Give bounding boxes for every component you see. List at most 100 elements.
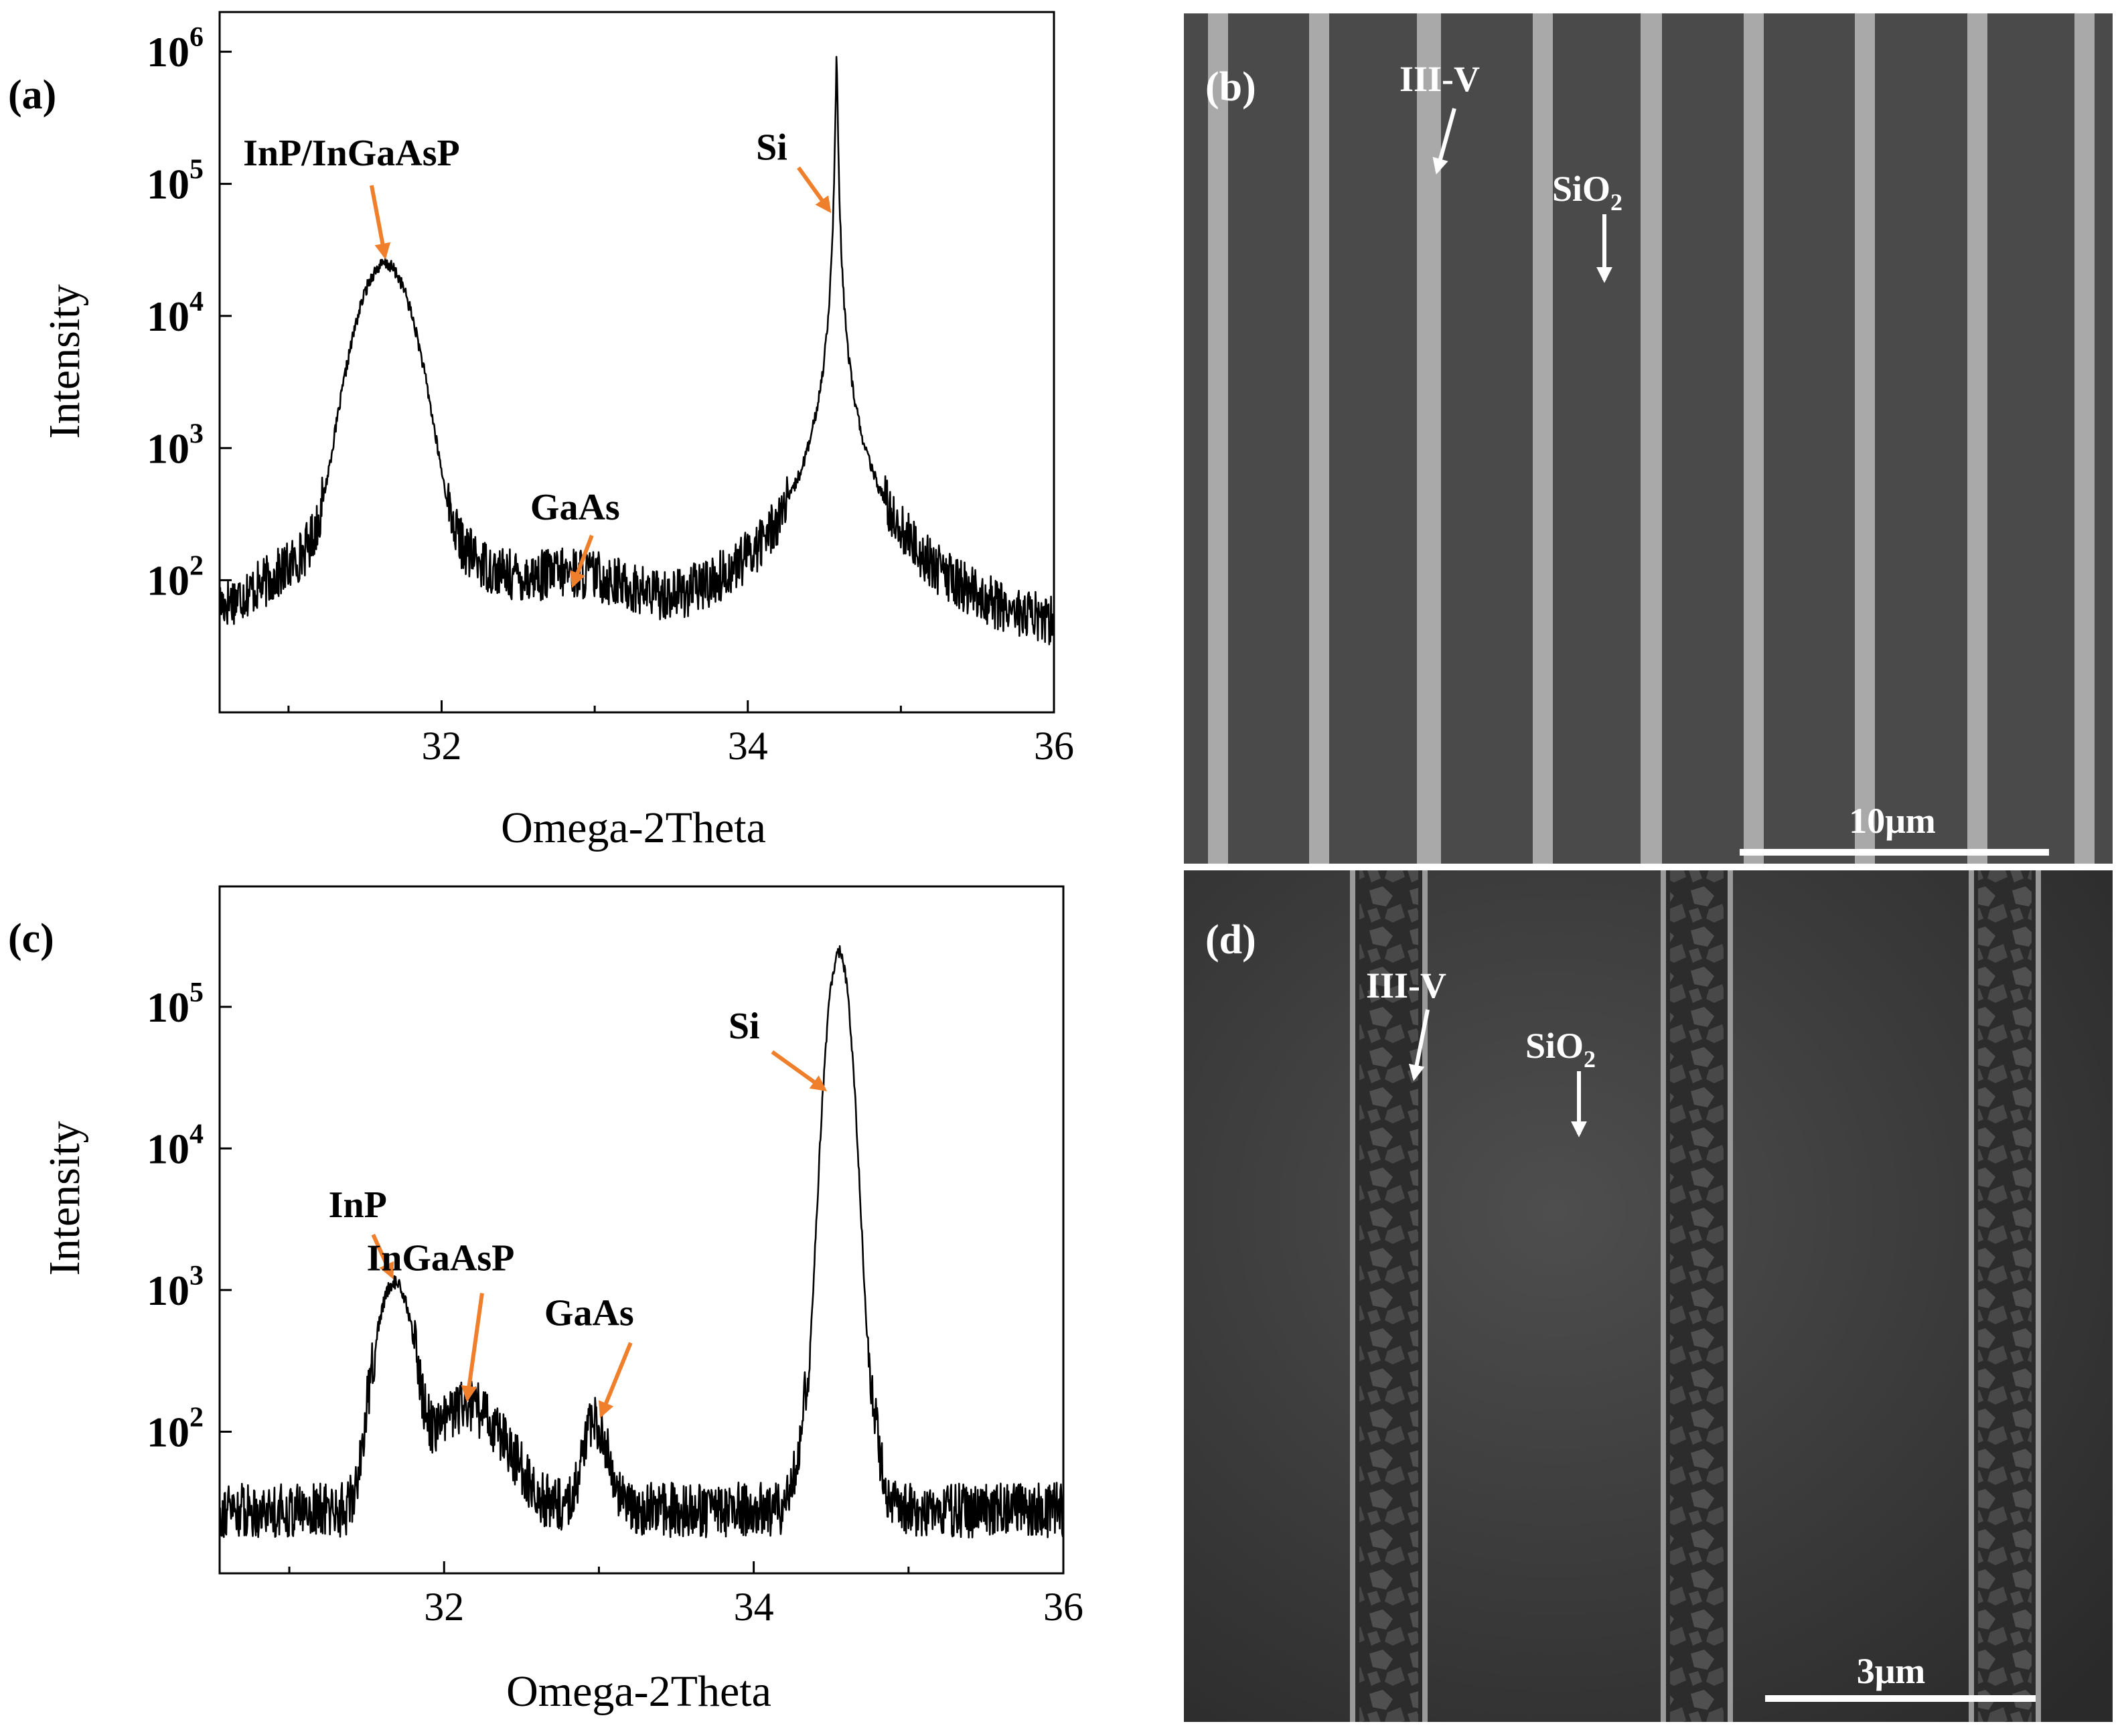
panel-d-sio2-main: SiO (1525, 1026, 1584, 1066)
x-tick-label: 36 (1043, 1585, 1083, 1629)
sem-trench-edge (1661, 870, 1666, 1722)
y-tick-exp: 5 (190, 155, 204, 185)
panel-b-sem-image: (b) III-V SiO2 10μm (1184, 13, 2113, 864)
panel-a-chart: (a) 32 34 36102103104105106InP/InGaAsPGaAs… (8, 11, 1074, 852)
x-tick-label: 34 (728, 724, 768, 768)
y-tick-label: 105 (147, 977, 204, 1031)
y-tick-exp: 3 (190, 1261, 204, 1291)
y-tick-label: 105 (147, 155, 204, 208)
y-tick-exp: 4 (190, 287, 204, 317)
sem-stripe (1309, 13, 1329, 864)
y-tick-label: 103 (147, 418, 204, 472)
peak-label: GaAs (530, 487, 620, 528)
sem-stripe (1855, 13, 1875, 864)
panel-d-scalebar-label: 3μm (1857, 1651, 1926, 1691)
chart-c-ylabel: Intensity (40, 1121, 89, 1276)
panel-b-scalebar (1740, 849, 2049, 856)
x-tick-label: 32 (424, 1585, 464, 1629)
sem-trench-edge (1728, 870, 1733, 1722)
sem-trench-edge (1969, 870, 1974, 1722)
y-tick-label: 104 (147, 287, 204, 340)
peak-label: Si (729, 1006, 760, 1047)
panel-a-label: (a) (8, 72, 56, 118)
panel-b-label: (b) (1205, 64, 1256, 110)
peak-label: InGaAsP (366, 1238, 514, 1279)
peak-label: InP (329, 1184, 387, 1226)
y-tick-exp: 2 (190, 1402, 204, 1433)
panel-b-scalebar-label: 10μm (1849, 801, 1936, 841)
x-tick-label: 34 (734, 1585, 774, 1629)
x-tick-label: 36 (1034, 724, 1074, 768)
y-tick-exp: 2 (190, 551, 204, 582)
chart-a-xlabel: Omega-2Theta (501, 803, 766, 852)
panel-d-sem-image: (d) III-V SiO2 3μm (1184, 870, 2113, 1722)
spectrum-line (218, 945, 1065, 1538)
panel-d-iiiv-arrow (1408, 1009, 1430, 1081)
y-tick-label: 104 (147, 1119, 204, 1172)
y-tick-base: 10 (147, 424, 190, 472)
peak-arrow (461, 1293, 484, 1403)
plot-frame (218, 11, 1055, 714)
sem-trench-edge (1422, 870, 1428, 1722)
sem-stripe (1533, 13, 1553, 864)
y-tick-exp: 6 (190, 22, 204, 53)
y-tick-base: 10 (147, 983, 190, 1031)
peak-arrow (570, 534, 594, 588)
y-tick-label: 106 (147, 22, 204, 76)
peak-arrow (598, 1342, 633, 1419)
peak-arrow (797, 166, 832, 214)
y-tick-exp: 4 (190, 1119, 204, 1150)
plot-frame (218, 885, 1065, 1575)
panel-d-scalebar (1765, 1695, 2036, 1702)
sem-trench-grains (1978, 870, 2032, 1722)
panel-b-sio2-label: SiO2 (1552, 169, 1622, 216)
panel-b-iiiv-arrow (1432, 108, 1456, 175)
y-tick-base: 10 (147, 1408, 190, 1455)
panel-d-iiiv-label: III-V (1366, 965, 1446, 1006)
peak-label: InP/InGaAsP (243, 133, 460, 174)
sem-trench-edge (1350, 870, 1355, 1722)
peak-arrow (371, 1233, 394, 1279)
panel-d-sio2-label: SiO2 (1525, 1026, 1596, 1073)
peak-arrow (369, 185, 391, 260)
panel-d-background (1184, 870, 2113, 1722)
peak-label: Si (756, 127, 787, 168)
sem-stripe (1417, 13, 1441, 864)
chart-c-xlabel: Omega-2Theta (506, 1667, 771, 1716)
panel-b-sio2-main: SiO (1552, 169, 1610, 209)
sem-trench-edge (2036, 870, 2041, 1722)
y-tick-base: 10 (147, 293, 190, 340)
panel-c-label: (c) (8, 916, 54, 961)
y-tick-label: 103 (147, 1261, 204, 1314)
y-tick-base: 10 (147, 1125, 190, 1172)
y-tick-exp: 3 (190, 418, 204, 449)
sem-trench-grains (1670, 870, 1724, 1722)
y-tick-base: 10 (147, 1267, 190, 1314)
panel-b-sio2-sub: 2 (1610, 189, 1622, 216)
sem-stripe (2074, 13, 2095, 864)
sem-stripe (1208, 13, 1228, 864)
y-tick-label: 102 (147, 1402, 204, 1455)
y-tick-exp: 5 (190, 977, 204, 1008)
panel-d-sio2-sub: 2 (1584, 1046, 1596, 1073)
panel-b-iiiv-label: III-V (1399, 59, 1480, 99)
x-tick-label: 32 (422, 724, 462, 768)
panel-d-trenches (1350, 870, 2041, 1722)
peak-arrow (771, 1050, 828, 1091)
peak-label: GaAs (544, 1293, 634, 1334)
sem-trench-grains (1359, 870, 1418, 1722)
sem-stripe (1641, 13, 1662, 864)
y-tick-label: 102 (147, 551, 204, 605)
sem-stripe (1744, 13, 1764, 864)
y-tick-base: 10 (147, 557, 190, 605)
y-tick-base: 10 (147, 28, 190, 76)
sem-stripe (1967, 13, 1987, 864)
chart-a-ylabel: Intensity (40, 285, 89, 439)
panel-d-label: (d) (1205, 917, 1256, 963)
panel-b-stripes (1208, 13, 2095, 864)
spectrum-line (218, 56, 1055, 645)
